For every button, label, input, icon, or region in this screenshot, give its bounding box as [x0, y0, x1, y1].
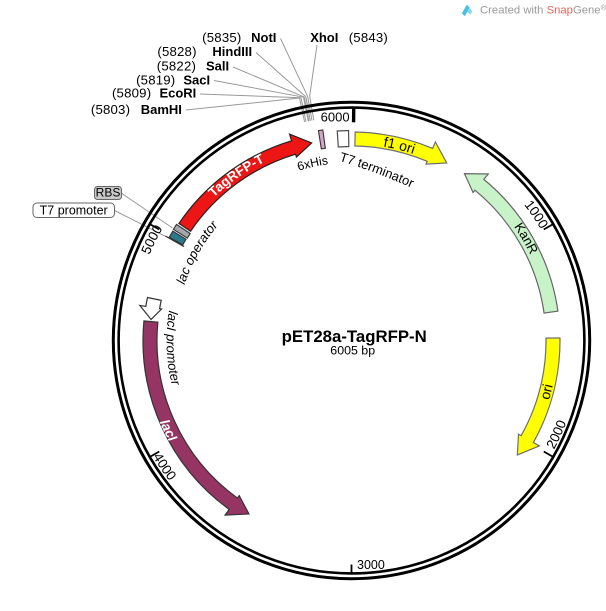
svg-text:BamHI: BamHI [141, 102, 182, 117]
svg-text:(5835): (5835) [202, 30, 241, 45]
svg-text:(5803): (5803) [91, 102, 130, 117]
svg-text:EcoRI: EcoRI [159, 86, 196, 101]
svg-text:6005 bp: 6005 bp [330, 343, 375, 357]
svg-text:RBS: RBS [96, 186, 121, 200]
svg-text:Created with SnapGene®: Created with SnapGene® [480, 3, 606, 17]
svg-text:(5828): (5828) [157, 44, 196, 59]
svg-text:(5843): (5843) [349, 30, 388, 45]
svg-text:NotI: NotI [251, 30, 276, 45]
svg-text:XhoI: XhoI [310, 30, 338, 45]
svg-text:HindIII: HindIII [212, 44, 252, 59]
svg-text:6000: 6000 [321, 109, 350, 124]
svg-text:3000: 3000 [357, 558, 385, 572]
svg-text:T7 promoter: T7 promoter [40, 203, 108, 217]
svg-text:(5809): (5809) [112, 86, 151, 101]
